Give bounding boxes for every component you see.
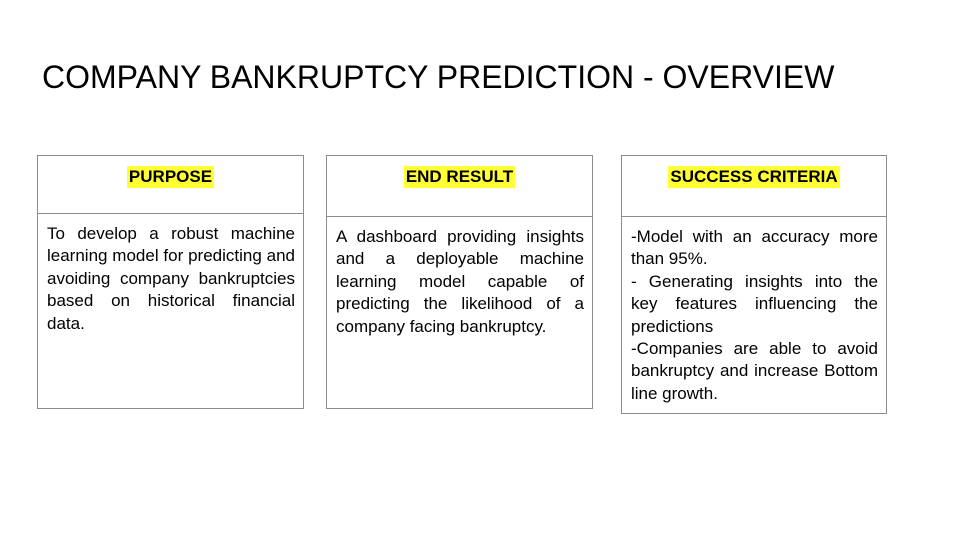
success-criteria-heading: SUCCESS CRITERIA — [668, 166, 840, 188]
end-result-card: END RESULT A dashboard providing insight… — [326, 155, 593, 409]
end-result-text: A dashboard providing insights and a dep… — [336, 227, 584, 336]
success-criteria-item: -Model with an accuracy more than 95%. — [631, 227, 878, 269]
purpose-card-body: To develop a robust machine learning mod… — [38, 214, 303, 335]
end-result-card-body: A dashboard providing insights and a dep… — [327, 217, 592, 338]
purpose-heading: PURPOSE — [126, 166, 215, 188]
end-result-heading: END RESULT — [403, 166, 516, 188]
success-criteria-card-header: SUCCESS CRITERIA — [622, 156, 886, 217]
purpose-card-header: PURPOSE — [38, 156, 303, 214]
purpose-text: To develop a robust machine learning mod… — [47, 224, 295, 333]
success-criteria-item: - Generating insights into the key featu… — [631, 271, 878, 336]
success-criteria-card-body: -Model with an accuracy more than 95%. -… — [622, 217, 886, 405]
purpose-card: PURPOSE To develop a robust machine lear… — [37, 155, 304, 409]
end-result-card-header: END RESULT — [327, 156, 592, 217]
slide-title: COMPANY BANKRUPTCY PREDICTION - OVERVIEW — [42, 59, 835, 95]
success-criteria-item: -Companies are able to avoid bankruptcy … — [631, 339, 878, 403]
success-criteria-card: SUCCESS CRITERIA -Model with an accuracy… — [621, 155, 887, 414]
